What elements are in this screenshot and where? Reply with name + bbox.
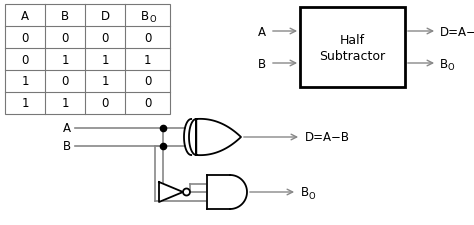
Text: B: B xyxy=(440,57,448,70)
Polygon shape xyxy=(159,182,183,202)
Text: Subtractor: Subtractor xyxy=(319,49,385,62)
Bar xyxy=(300,8,405,88)
Text: B: B xyxy=(63,140,71,153)
Text: 0: 0 xyxy=(61,75,69,88)
Text: 0: 0 xyxy=(144,97,151,110)
Text: A: A xyxy=(21,9,29,22)
Polygon shape xyxy=(207,175,247,209)
Text: B: B xyxy=(140,9,148,22)
Text: 1: 1 xyxy=(101,53,109,66)
Text: D: D xyxy=(100,9,109,22)
Text: O: O xyxy=(448,63,455,72)
Text: 0: 0 xyxy=(144,31,151,44)
Text: 0: 0 xyxy=(101,31,109,44)
Text: 0: 0 xyxy=(101,97,109,110)
Text: 0: 0 xyxy=(21,53,29,66)
Text: B: B xyxy=(301,186,309,199)
Text: D=A−B: D=A−B xyxy=(440,25,474,38)
Text: A: A xyxy=(258,25,266,38)
Text: 0: 0 xyxy=(144,75,151,88)
Text: 1: 1 xyxy=(101,75,109,88)
Text: 1: 1 xyxy=(144,53,151,66)
Text: B: B xyxy=(61,9,69,22)
Text: Half: Half xyxy=(340,33,365,46)
Text: D=A−B: D=A−B xyxy=(305,131,350,144)
Text: 0: 0 xyxy=(21,31,29,44)
Text: 1: 1 xyxy=(21,75,29,88)
Bar xyxy=(5,5,170,115)
Text: 1: 1 xyxy=(21,97,29,110)
Text: 1: 1 xyxy=(61,97,69,110)
Text: A: A xyxy=(63,122,71,135)
Text: 0: 0 xyxy=(61,31,69,44)
Text: O: O xyxy=(309,192,316,201)
Circle shape xyxy=(183,189,190,196)
Polygon shape xyxy=(189,119,241,155)
Text: B: B xyxy=(258,57,266,70)
Text: O: O xyxy=(149,14,156,23)
Text: 1: 1 xyxy=(61,53,69,66)
